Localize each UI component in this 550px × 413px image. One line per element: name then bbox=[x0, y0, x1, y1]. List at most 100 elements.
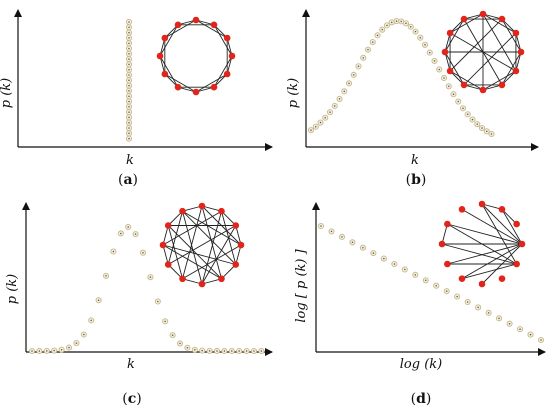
distribution-marker bbox=[391, 260, 398, 268]
network-node bbox=[444, 260, 451, 268]
network-node bbox=[161, 70, 169, 78]
regular-network-icon bbox=[156, 16, 236, 96]
network-edge bbox=[168, 225, 236, 265]
network-node bbox=[458, 275, 466, 282]
distribution-marker bbox=[258, 347, 265, 355]
distribution-marker bbox=[307, 127, 315, 134]
distribution-marker bbox=[412, 28, 419, 35]
distribution-marker bbox=[440, 74, 448, 82]
network-edge bbox=[235, 225, 242, 246]
network-node bbox=[479, 10, 487, 18]
network-edge bbox=[167, 225, 222, 280]
y-axis-label: log [ p (k) ] bbox=[294, 248, 309, 322]
distribution-marker bbox=[58, 346, 65, 353]
distribution-marker bbox=[125, 119, 133, 126]
panel-caption: (d) bbox=[411, 391, 432, 407]
network-node bbox=[198, 202, 206, 210]
network-node bbox=[518, 240, 526, 248]
network-node bbox=[237, 241, 245, 249]
network-node bbox=[164, 261, 172, 268]
distribution-marker bbox=[483, 128, 490, 135]
distribution-marker bbox=[412, 271, 419, 278]
network-edge bbox=[463, 32, 517, 86]
network-edge bbox=[447, 243, 523, 265]
network-node bbox=[458, 206, 466, 213]
network-edge bbox=[201, 278, 222, 285]
small-world-network-icon bbox=[441, 10, 525, 94]
distribution-marker bbox=[125, 130, 133, 137]
distribution-marker bbox=[125, 135, 133, 142]
distribution-marker bbox=[176, 340, 184, 347]
distribution-marker bbox=[331, 102, 338, 109]
distribution-marker bbox=[73, 340, 80, 347]
network-edge bbox=[201, 205, 222, 212]
distribution-marker bbox=[51, 347, 58, 354]
distribution-marker bbox=[380, 255, 387, 262]
network-node bbox=[174, 21, 182, 29]
distribution-marker bbox=[506, 320, 513, 327]
distribution-marker bbox=[516, 326, 524, 333]
distribution-marker bbox=[417, 34, 424, 41]
network-node bbox=[192, 88, 200, 96]
distribution-marker bbox=[328, 228, 335, 235]
distribution-marker bbox=[349, 239, 356, 246]
network-edge bbox=[481, 203, 523, 245]
network-node bbox=[498, 275, 506, 282]
distribution-marker bbox=[102, 272, 110, 279]
x-axis-label: k bbox=[127, 357, 135, 372]
network-edge bbox=[482, 13, 517, 34]
network-node bbox=[210, 83, 218, 91]
network-edge bbox=[501, 18, 522, 53]
network-node bbox=[512, 29, 520, 37]
network-edge bbox=[159, 55, 179, 88]
distribution-marker bbox=[125, 87, 133, 94]
distribution-marker bbox=[317, 222, 325, 230]
network-node bbox=[161, 34, 169, 42]
network-edge bbox=[444, 51, 465, 86]
distribution-marker bbox=[474, 121, 481, 128]
distribution-marker bbox=[445, 83, 452, 90]
network-edge bbox=[461, 243, 523, 280]
distribution-marker bbox=[125, 124, 133, 132]
network-edge bbox=[162, 244, 169, 265]
network-edge bbox=[195, 73, 228, 93]
network-edge bbox=[481, 203, 503, 210]
distribution-marker bbox=[36, 347, 43, 355]
distribution-marker bbox=[317, 119, 324, 126]
network-edge bbox=[463, 18, 503, 86]
distribution-marker bbox=[80, 331, 87, 338]
network-node bbox=[444, 220, 451, 228]
distribution-marker bbox=[527, 331, 534, 338]
distribution-marker bbox=[326, 109, 334, 116]
distribution-marker bbox=[125, 56, 133, 63]
network-edge bbox=[167, 211, 183, 265]
network-edge bbox=[481, 203, 518, 265]
network-node bbox=[223, 70, 231, 78]
network-edge bbox=[201, 205, 242, 246]
x-axis-label: k bbox=[411, 153, 419, 168]
distribution-marker bbox=[125, 18, 133, 26]
network-edge bbox=[213, 24, 233, 57]
network-edge bbox=[162, 225, 169, 246]
distribution-marker bbox=[95, 297, 102, 304]
network-node bbox=[228, 52, 236, 60]
distribution-markers bbox=[307, 18, 495, 137]
distribution-marker bbox=[125, 45, 133, 52]
distribution-marker bbox=[485, 309, 492, 316]
distribution-marker bbox=[422, 277, 429, 284]
network-node bbox=[446, 67, 454, 75]
network-edge bbox=[447, 223, 517, 265]
distribution-marker bbox=[199, 347, 206, 354]
distribution-marker bbox=[312, 123, 319, 130]
network-node bbox=[223, 34, 231, 42]
network-edge bbox=[182, 211, 203, 285]
network-node bbox=[513, 260, 520, 268]
distribution-marker bbox=[43, 347, 50, 354]
network-node bbox=[438, 240, 446, 248]
distribution-marker bbox=[383, 22, 391, 29]
distribution-marker bbox=[401, 266, 408, 273]
x-axis-label: log (k) bbox=[400, 357, 442, 372]
network-edge bbox=[235, 244, 242, 265]
distribution-marker bbox=[250, 347, 258, 355]
